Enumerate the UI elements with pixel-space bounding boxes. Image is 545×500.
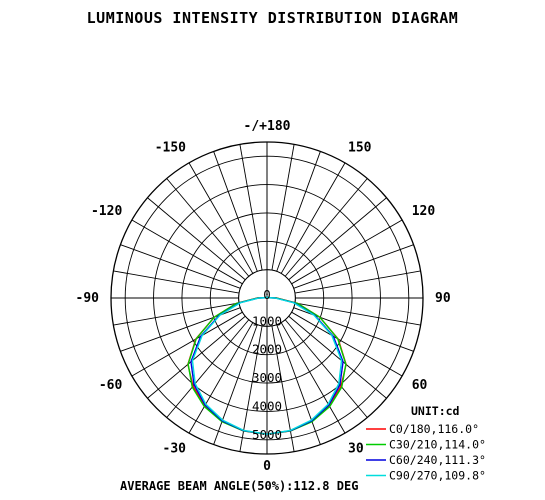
radial-tick-label: 1000 (252, 313, 282, 328)
beam-angle-annotation: AVERAGE BEAM ANGLE(50%):112.8 DEG (120, 479, 358, 493)
radial-tick-label: 4000 (252, 399, 282, 414)
grid-spoke (147, 315, 246, 399)
legend: UNIT:cd C0/180,116.0° C30/210,114.0°C60/2… (366, 404, 486, 483)
grid-spoke (113, 302, 240, 326)
legend-entry: C30/210,114.0° (389, 438, 486, 452)
angle-label: -60 (99, 378, 123, 393)
grid-spoke (291, 311, 403, 377)
grid-spoke (293, 244, 414, 289)
grid-spoke (120, 244, 241, 289)
legend-entry: C90/270,109.8° (389, 469, 486, 483)
grid-spoke (147, 197, 246, 281)
grid-spoke (166, 319, 250, 418)
legend-entry: C0/180,116.0° (389, 422, 479, 436)
intensity-curves (187, 296, 347, 435)
grid-spoke (239, 144, 263, 271)
angle-label: 150 (348, 140, 372, 155)
grid-spoke (294, 302, 421, 326)
grid-spoke (288, 197, 387, 281)
radial-tick-label: 3000 (252, 370, 282, 385)
grid-spoke (188, 162, 254, 274)
angle-label: -90 (76, 291, 100, 306)
angle-label: -/+180 (244, 119, 291, 134)
grid-spoke (280, 162, 346, 274)
grid-spoke (213, 324, 258, 445)
grid-spoke (280, 322, 346, 434)
angle-label: 90 (435, 291, 451, 306)
legend-entry: C60/240,111.3° (389, 453, 486, 467)
grid-spoke (271, 144, 295, 271)
grid-spoke (288, 315, 387, 399)
grid-spoke (131, 219, 243, 285)
radial-tick-label: 2000 (252, 342, 282, 357)
grid-spoke (188, 322, 254, 434)
grid-spoke (276, 324, 321, 445)
grid-spoke (291, 219, 403, 285)
angle-label: 0 (263, 459, 271, 474)
curve-3 (191, 296, 343, 435)
angle-label: 120 (412, 204, 436, 219)
angle-label: 30 (348, 442, 364, 457)
grid-spoke (284, 319, 368, 418)
radial-tick-label: 0 (263, 287, 271, 302)
grid-spoke (284, 178, 368, 277)
angle-label: -120 (91, 204, 122, 219)
grid-spoke (294, 270, 421, 294)
grid-spoke (131, 311, 243, 377)
unit-label: UNIT:cd (411, 404, 460, 418)
angle-label: 60 (412, 378, 428, 393)
angle-label: -30 (163, 442, 187, 457)
angle-label: -150 (155, 140, 186, 155)
grid-spoke (276, 151, 321, 272)
radial-labels: 0 1000 2000 3000 4000 5000 (252, 287, 282, 442)
grid-spoke (113, 270, 240, 294)
grid-spoke (166, 178, 250, 277)
grid-spoke (213, 151, 258, 272)
radial-tick-label: 5000 (252, 427, 282, 442)
chart-title: LUMINOUS INTENSITY DISTRIBUTION DIAGRAM (86, 9, 459, 27)
angle-labels: -/+180 -150 150 -120 120 -90 90 -60 60 -30 30 0 (76, 119, 451, 474)
